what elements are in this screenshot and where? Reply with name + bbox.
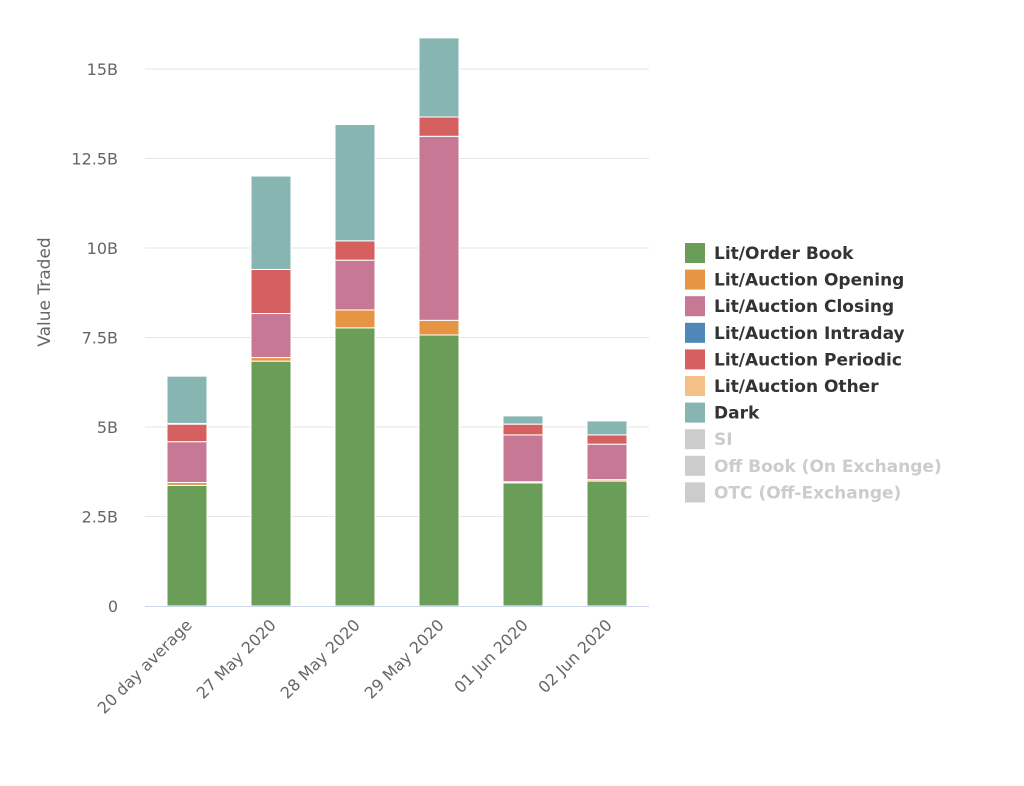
legend-label: Lit/Auction Intraday [714,324,905,344]
bars [166,37,628,607]
bar-segment[interactable] [418,334,460,607]
legend-label: Lit/Auction Opening [714,271,904,291]
bar-segment[interactable] [166,423,208,443]
x-tick-label: 20 day average [94,615,196,717]
y-axis-title: Value Traded [35,237,55,346]
legend: Lit/Order Book Lit/Auction Opening Lit/Auc… [685,243,942,503]
y-tick-label: 12.5B [71,150,118,169]
bar-segment[interactable] [250,357,292,362]
legend-swatch [685,455,705,476]
x-tick-label: 27 May 2020 [193,615,280,702]
y-tick-label: 15B [87,60,118,79]
bar-segment[interactable] [166,375,208,424]
x-tick-label: 01 Jun 2020 [450,615,531,696]
legend-label: SI [714,430,733,450]
legend-swatch [685,269,705,290]
legend-swatch [685,243,705,263]
bar-segment[interactable] [250,313,292,359]
bar-segment[interactable] [250,268,292,315]
legend-item[interactable]: Lit/Auction Other [685,376,879,397]
y-tick-label: 2.5B [82,508,118,527]
legend-item[interactable]: Lit/Auction Closing [685,296,894,317]
x-tick-label: 28 May 2020 [277,615,364,702]
bar-segment[interactable] [250,360,292,607]
bar-segment[interactable] [502,434,544,483]
legend-label: Off Book (On Exchange) [714,457,942,477]
legend-item[interactable]: Off Book (On Exchange) [685,455,942,477]
bar-segment[interactable] [418,116,460,137]
gridlines [145,68,649,517]
bar-segment[interactable] [166,441,208,483]
bar-segment[interactable] [334,259,376,311]
legend-swatch [685,402,705,423]
legend-item[interactable]: OTC (Off-Exchange) [685,482,901,503]
bar-stack[interactable] [334,123,376,607]
y-tick-label: 10B [87,239,118,258]
y-axis-ticks: 0 2.5B 5B 7.5B 10B 12.5B 15B [71,60,118,616]
legend-label: Lit/Auction Other [714,377,879,397]
x-tick-label: 29 May 2020 [361,615,448,702]
legend-label: Lit/Order Book [714,244,854,264]
bar-segment[interactable] [250,175,292,270]
bar-segment[interactable] [502,482,544,607]
bar-segment[interactable] [166,484,208,607]
legend-item[interactable]: Dark [685,402,760,424]
legend-label: Lit/Auction Periodic [714,350,902,370]
legend-item[interactable]: Lit/Order Book [685,243,854,264]
legend-item[interactable]: Lit/Auction Intraday [685,322,905,344]
bar-segment[interactable] [586,434,628,445]
bar-segment[interactable] [334,327,376,607]
legend-item[interactable]: Lit/Auction Periodic [685,349,902,370]
bar-stack[interactable] [250,175,292,607]
bar-segment[interactable] [334,309,376,329]
bar-stack[interactable] [502,415,544,607]
x-tick-label: 02 Jun 2020 [534,615,615,696]
bar-segment[interactable] [502,423,544,436]
legend-swatch [685,482,705,503]
legend-swatch [685,296,705,317]
bar-stack[interactable] [418,37,460,607]
bar-segment[interactable] [418,37,460,118]
bar-stack[interactable] [166,375,208,607]
y-tick-label: 0 [108,597,118,616]
legend-swatch [685,322,705,343]
y-tick-label: 5B [97,418,118,437]
y-tick-label: 7.5B [82,329,118,348]
legend-item[interactable]: Lit/Auction Opening [685,269,904,291]
bar-segment[interactable] [502,415,544,425]
bar-segment[interactable] [418,319,460,336]
legend-label: Dark [714,404,760,424]
legend-item[interactable]: SI [685,429,733,450]
bar-segment[interactable] [586,480,628,607]
legend-swatch [685,429,705,450]
legend-swatch [685,376,705,396]
legend-label: Lit/Auction Closing [714,297,894,317]
bar-segment[interactable] [586,443,628,481]
legend-label: OTC (Off-Exchange) [714,483,901,503]
bar-segment[interactable] [334,123,376,242]
bar-stack[interactable] [586,420,628,607]
bar-segment[interactable] [586,420,628,436]
bar-segment[interactable] [418,135,460,321]
bar-segment[interactable] [334,240,376,261]
legend-swatch [685,349,705,370]
